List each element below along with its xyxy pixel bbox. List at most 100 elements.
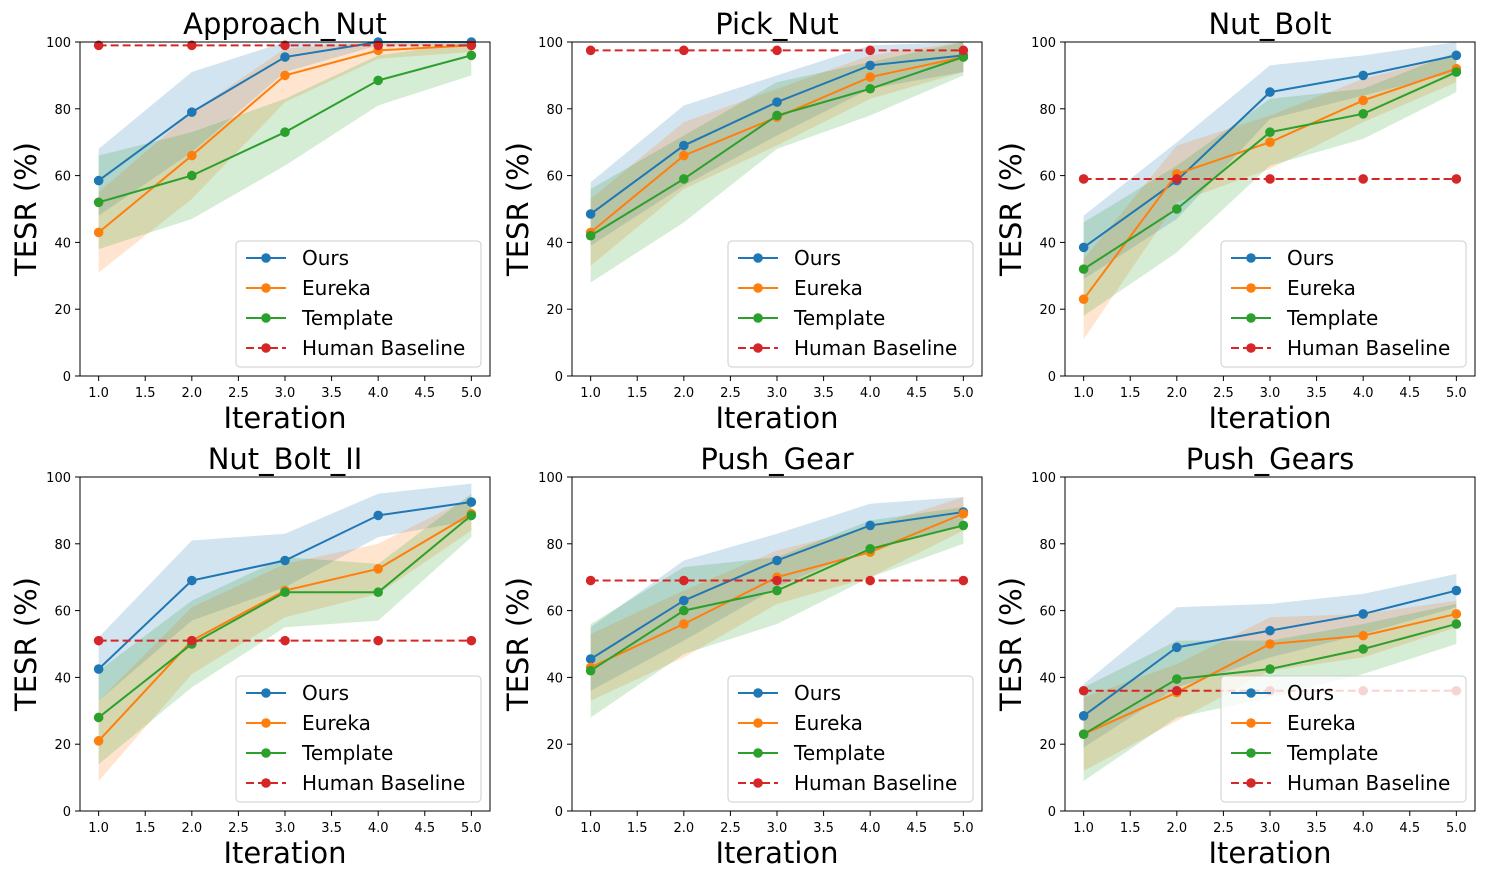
legend-marker-eureka (753, 283, 763, 293)
x-tick-label: 3.0 (767, 821, 788, 836)
x-tick-label: 2.0 (673, 821, 694, 836)
data-point-template (280, 127, 290, 137)
chart-panel-5: Push_Gear 1.0 1.5 2.0 2.5 3.0 3.5 4.0 4.5 5.0 0 20 4… (501, 442, 983, 870)
legend-marker-human-baseline (1246, 343, 1256, 353)
data-point-human-baseline (1078, 174, 1089, 184)
data-point-eureka (1451, 609, 1462, 619)
chart-panel-2: Pick_Nut 1.0 1.5 2.0 2.5 3.0 3.5 4.0 4.5 5.0 0 20 40… (501, 7, 983, 435)
x-axis-label: Iteration (1208, 401, 1331, 435)
y-tick-label: 20 (54, 303, 71, 318)
legend-marker-human-baseline (753, 778, 763, 788)
legend: Ours Eureka Template Human Baseline (1220, 675, 1467, 803)
x-tick-label: 2.5 (1213, 386, 1234, 401)
chart-title: Nut_Bolt (1208, 7, 1331, 41)
legend-label-eureka: Eureka (1287, 711, 1356, 735)
data-point-human-baseline (772, 45, 782, 56)
legend-label-human-baseline: Human Baseline (794, 771, 957, 795)
y-tick-label: 80 (1039, 103, 1056, 118)
y-tick-label: 0 (555, 370, 563, 385)
y-tick-label: 60 (546, 170, 563, 185)
legend-label-eureka: Eureka (302, 276, 371, 300)
y-tick-label: 40 (546, 236, 563, 251)
data-point-human-baseline (187, 40, 197, 51)
data-point-template (585, 230, 596, 241)
x-tick-label: 3.0 (275, 821, 296, 836)
legend-marker-eureka (1246, 283, 1256, 293)
legend-label-ours: Ours (1287, 681, 1334, 705)
legend-label-eureka: Eureka (794, 711, 863, 735)
x-tick-label: 2.0 (1166, 386, 1187, 401)
x-tick-label: 1.0 (580, 821, 601, 836)
x-tick-label: 1.5 (135, 821, 156, 836)
data-point-human-baseline (93, 635, 104, 646)
legend-marker-eureka (1246, 718, 1256, 728)
data-point-template (679, 174, 689, 184)
x-tick-label: 4.5 (1399, 821, 1420, 836)
data-point-ours (585, 209, 596, 219)
x-tick-label: 3.0 (1260, 386, 1281, 401)
data-point-template (1451, 67, 1462, 77)
y-tick-label: 20 (1039, 738, 1056, 753)
data-point-eureka (865, 72, 875, 82)
chart-panel-4: Nut_Bolt_II 1.0 1.5 2.0 2.5 3.0 3.5 4.0 4.5 5.0 0 2… (9, 442, 491, 870)
data-point-ours (1265, 87, 1275, 97)
data-point-ours (865, 60, 875, 71)
legend-box (235, 675, 482, 803)
x-axis-label: Iteration (715, 836, 838, 870)
data-point-human-baseline (187, 635, 197, 646)
data-point-template (1358, 109, 1368, 119)
chart-title: Push_Gear (700, 442, 853, 476)
x-tick-label: 3.5 (813, 821, 834, 836)
data-point-eureka (1078, 294, 1089, 304)
x-tick-label: 3.5 (1306, 821, 1327, 836)
y-tick-label: 40 (54, 236, 71, 251)
data-point-eureka (679, 150, 689, 161)
data-point-human-baseline (93, 40, 104, 51)
data-point-eureka (187, 150, 197, 161)
data-point-human-baseline (1172, 174, 1182, 184)
confidence-band-template (590, 507, 964, 718)
data-point-human-baseline (1451, 174, 1462, 184)
y-axis-label: TESR (%) (994, 142, 1028, 277)
legend: Ours Eureka Template Human Baseline (727, 675, 974, 803)
legend-box (1220, 240, 1467, 368)
y-axis-label: TESR (%) (501, 577, 535, 712)
y-tick-label: 40 (1039, 671, 1056, 686)
legend-label-human-baseline: Human Baseline (794, 336, 957, 360)
y-tick-label: 80 (1039, 538, 1056, 553)
x-tick-label: 1.0 (88, 821, 109, 836)
data-point-ours (1451, 50, 1462, 61)
x-tick-label: 2.5 (720, 386, 741, 401)
data-point-template (958, 520, 969, 531)
data-point-template (865, 544, 875, 554)
data-point-human-baseline (373, 40, 383, 51)
x-tick-label: 2.5 (228, 821, 249, 836)
data-point-ours (585, 654, 596, 664)
data-point-eureka (1358, 630, 1368, 641)
data-point-ours (772, 555, 782, 566)
data-point-human-baseline (1265, 174, 1275, 184)
y-axis-label: TESR (%) (994, 577, 1028, 712)
x-tick-label: 4.5 (906, 386, 927, 401)
x-tick-label: 5.0 (953, 821, 974, 836)
data-point-human-baseline (865, 45, 875, 56)
legend-marker-human-baseline (261, 343, 271, 353)
x-tick-label: 5.0 (1446, 386, 1467, 401)
data-point-template (373, 75, 383, 86)
legend-label-template: Template (1286, 741, 1378, 765)
y-tick-label: 60 (54, 170, 71, 185)
legend-label-eureka: Eureka (794, 276, 863, 300)
legend-marker-ours (1246, 688, 1256, 698)
y-tick-label: 100 (538, 471, 563, 486)
chart-title: Nut_Bolt_II (208, 442, 363, 476)
data-point-template (1078, 729, 1089, 739)
x-tick-label: 5.0 (461, 386, 482, 401)
chart-panel-3: Nut_Bolt 1.0 1.5 2.0 2.5 3.0 3.5 4.0 4.5 5.0 0 20 40… (994, 7, 1476, 435)
data-point-ours (1078, 242, 1089, 253)
data-point-ours (679, 595, 689, 606)
legend-marker-template (753, 748, 763, 758)
legend-label-human-baseline: Human Baseline (1287, 771, 1450, 795)
x-tick-label: 2.0 (1166, 821, 1187, 836)
confidence-band-ours (98, 483, 472, 701)
